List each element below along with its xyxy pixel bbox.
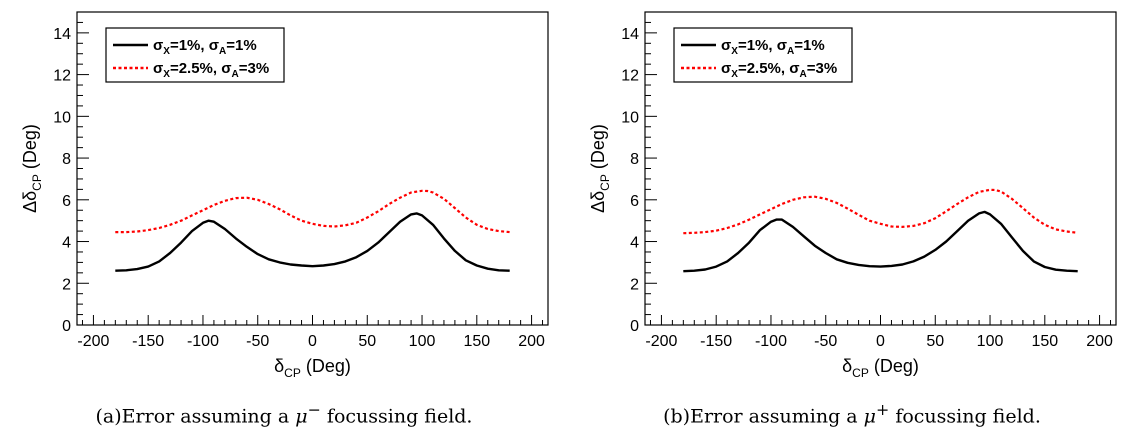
caption-a: (a)Error assuming a μ− focussing field. bbox=[0, 400, 568, 427]
y-tick-label: 2 bbox=[630, 276, 639, 293]
caption-a-rest: focussing field. bbox=[320, 405, 473, 428]
caption-b-sup: + bbox=[876, 400, 890, 419]
y-tick-label: 8 bbox=[630, 151, 639, 168]
x-tick-label: -150 bbox=[132, 333, 164, 350]
legend: σX=1%, σA=1% σX=2.5%, σA=3% bbox=[673, 27, 853, 83]
caption-b-symbol: μ bbox=[863, 405, 877, 428]
caption-b-rest: focussing field. bbox=[889, 405, 1041, 428]
y-axis-label-group: ΔδCP (Deg) bbox=[588, 124, 612, 213]
x-tick-label: -200 bbox=[645, 333, 677, 350]
legend-label-1: σX=1%, σA=1% bbox=[721, 37, 825, 57]
y-axis-label: ΔδCP (Deg) bbox=[588, 124, 612, 213]
y-tick-label: 14 bbox=[621, 26, 639, 43]
y-tick-label: 8 bbox=[62, 151, 71, 168]
caption-a-symbol: μ bbox=[295, 405, 308, 428]
y-tick-label: 10 bbox=[621, 109, 639, 126]
y-tick-label: 0 bbox=[62, 318, 71, 335]
x-tick-label: 200 bbox=[518, 333, 545, 350]
x-tick-label: 0 bbox=[308, 333, 317, 350]
y-tick-label: 2 bbox=[62, 276, 71, 293]
x-tick-label: 200 bbox=[1086, 333, 1113, 350]
y-tick-label: 0 bbox=[630, 318, 639, 335]
legend-label-1: σX=1%, σA=1% bbox=[153, 37, 257, 57]
series-line-2 bbox=[115, 189, 510, 234]
legend-label-2: σX=2.5%, σA=3% bbox=[153, 60, 269, 80]
x-tick-label: -100 bbox=[755, 333, 787, 350]
caption-a-sup: − bbox=[307, 400, 321, 419]
x-tick-label: 100 bbox=[409, 333, 436, 350]
caption-b: (b)Error assuming a μ+ focussing field. bbox=[568, 400, 1136, 427]
legend: σX=1%, σA=1% σX=2.5%, σA=3% bbox=[105, 27, 285, 83]
y-tick-label: 14 bbox=[53, 26, 71, 43]
legend-label-2: σX=2.5%, σA=3% bbox=[721, 60, 837, 80]
y-tick-label: 4 bbox=[630, 235, 639, 252]
caption-b-label: (b)Error assuming a bbox=[663, 405, 858, 428]
chart-a: -200 -150 -100 -50 0 50 100 150 200 0 2 4 6 8 10 12 14 δC… bbox=[20, 11, 549, 380]
x-tick-label: 150 bbox=[463, 333, 490, 350]
x-tick-label: 100 bbox=[977, 333, 1004, 350]
x-tick-label: 0 bbox=[876, 333, 885, 350]
x-tick-label: -50 bbox=[246, 333, 269, 350]
x-tick-label: 50 bbox=[926, 333, 944, 350]
x-tick-label: -50 bbox=[814, 333, 837, 350]
y-tick-label: 12 bbox=[621, 68, 639, 85]
chart-panel-a: -200 -150 -100 -50 0 50 100 150 200 0 2 4 6 8 10 12 14 δC… bbox=[0, 11, 568, 427]
legend-box bbox=[673, 27, 853, 83]
y-axis-label-group: ΔδCP (Deg) bbox=[20, 124, 44, 213]
legend-box bbox=[105, 27, 285, 83]
x-tick-label: 150 bbox=[1031, 333, 1058, 350]
series-line-1 bbox=[115, 212, 510, 272]
chart-panel-b: -200 -150 -100 -50 0 50 100 150 200 0 2 4 6 8 10 12 14 δC… bbox=[568, 0, 1136, 431]
x-tick-label: -100 bbox=[187, 333, 219, 350]
x-tick-label: 50 bbox=[358, 333, 376, 350]
series-line-1 bbox=[683, 210, 1078, 273]
x-tick-label: -200 bbox=[77, 333, 109, 350]
caption-a-label: (a)Error assuming a bbox=[95, 405, 290, 428]
y-tick-label: 6 bbox=[630, 193, 639, 210]
series-line-2 bbox=[683, 188, 1078, 235]
chart-b: -200 -150 -100 -50 0 50 100 150 200 0 2 4 6 8 10 12 14 δC… bbox=[588, 11, 1117, 380]
y-tick-label: 6 bbox=[62, 193, 71, 210]
y-tick-label: 4 bbox=[62, 235, 71, 252]
y-axis-label: ΔδCP (Deg) bbox=[20, 124, 44, 213]
x-axis-label: δCP (Deg) bbox=[274, 356, 351, 380]
y-tick-label: 12 bbox=[53, 68, 71, 85]
x-axis-label: δCP (Deg) bbox=[842, 356, 919, 380]
x-tick-label: -150 bbox=[700, 333, 732, 350]
y-tick-label: 10 bbox=[53, 109, 71, 126]
